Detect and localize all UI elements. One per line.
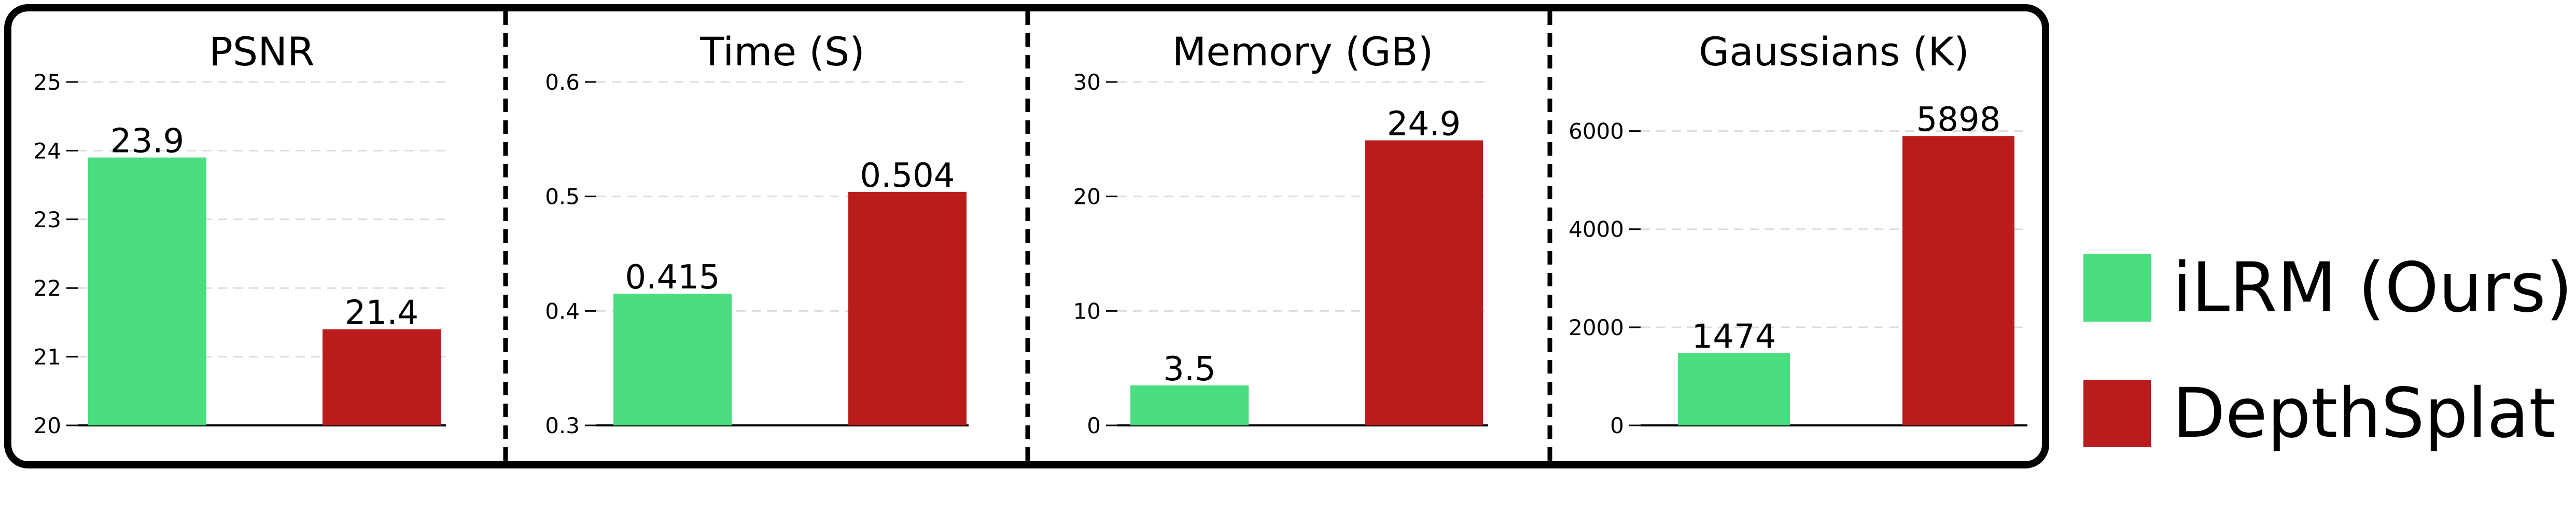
bar-depthsplat bbox=[1902, 136, 2014, 425]
bar-value-label: 0.504 bbox=[860, 157, 955, 195]
y-tick-label: 0 bbox=[1610, 413, 1624, 438]
y-tick-label: 0.5 bbox=[545, 184, 580, 210]
bar-value-label: 24.9 bbox=[1387, 105, 1461, 144]
bar-value-label: 23.9 bbox=[110, 122, 185, 161]
y-tick-label: 22 bbox=[34, 275, 61, 301]
bar-depthsplat bbox=[848, 191, 967, 425]
bar-ilrm bbox=[613, 294, 732, 425]
y-tick-label: 23 bbox=[34, 207, 61, 232]
bar-value-label: 3.5 bbox=[1163, 350, 1216, 389]
y-tick-label: 30 bbox=[1073, 70, 1101, 95]
y-tick-label: 0 bbox=[1087, 413, 1101, 438]
chart-title: Memory (GB) bbox=[1172, 29, 1434, 75]
legend-item-depthsplat: DepthSplat bbox=[2083, 374, 2556, 453]
legend-label-ilrm: iLRM (Ours) bbox=[2173, 248, 2573, 328]
y-tick-label: 2000 bbox=[1569, 315, 1624, 340]
y-tick-label: 21 bbox=[34, 344, 61, 370]
y-tick-label: 0.4 bbox=[545, 298, 580, 324]
y-tick-label: 0.6 bbox=[545, 70, 580, 95]
bar-value-label: 1474 bbox=[1692, 318, 1776, 356]
bar-depthsplat bbox=[323, 329, 441, 425]
bar-depthsplat bbox=[1365, 140, 1483, 425]
charts-frame bbox=[4, 4, 2049, 468]
bar-value-label: 0.415 bbox=[625, 258, 720, 297]
chart-title: PSNR bbox=[209, 29, 315, 75]
chart-title: Gaussians (K) bbox=[1699, 29, 1969, 75]
legend-item-ilrm: iLRM (Ours) bbox=[2083, 248, 2572, 328]
y-tick-label: 20 bbox=[34, 413, 61, 438]
bar-value-label: 21.4 bbox=[345, 294, 419, 333]
y-tick-label: 6000 bbox=[1569, 119, 1624, 144]
y-tick-label: 10 bbox=[1073, 298, 1101, 324]
legend-label-depthsplat: DepthSplat bbox=[2173, 374, 2556, 453]
y-tick-label: 0.3 bbox=[545, 413, 580, 438]
legend-swatch-ilrm bbox=[2083, 254, 2151, 322]
bar-ilrm bbox=[1678, 353, 1790, 425]
y-tick-label: 4000 bbox=[1569, 217, 1624, 242]
y-tick-label: 25 bbox=[34, 70, 61, 95]
bar-value-label: 5898 bbox=[1916, 101, 2001, 139]
y-tick-label: 20 bbox=[1073, 184, 1101, 210]
bar-ilrm bbox=[1130, 385, 1249, 425]
bar-ilrm bbox=[88, 157, 206, 425]
chart-title: Time (S) bbox=[699, 29, 865, 75]
y-tick-label: 24 bbox=[34, 138, 61, 163]
legend-swatch-depthsplat bbox=[2083, 380, 2151, 447]
